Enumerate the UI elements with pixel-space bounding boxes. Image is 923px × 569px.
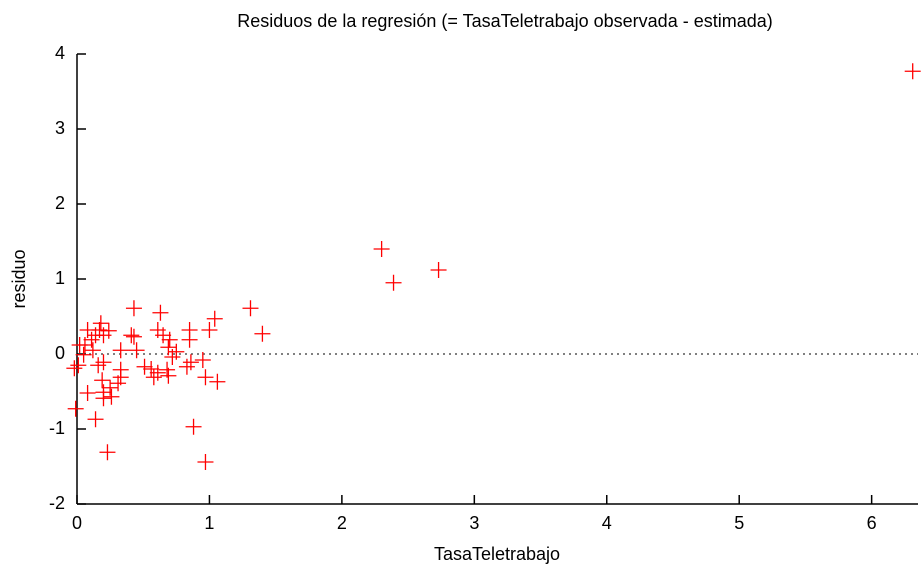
point	[206, 310, 223, 327]
point	[95, 390, 112, 407]
point	[102, 379, 119, 396]
point	[112, 369, 129, 386]
point	[194, 352, 211, 368]
point	[181, 331, 198, 348]
point	[201, 322, 218, 338]
point	[161, 331, 178, 348]
point	[103, 388, 120, 405]
point	[254, 325, 271, 342]
point	[70, 357, 87, 374]
point	[185, 418, 202, 435]
point	[136, 358, 153, 375]
point	[385, 274, 402, 291]
point	[84, 342, 101, 359]
point	[143, 361, 160, 377]
y-tick-label: 4	[55, 43, 65, 63]
x-tick-label: 2	[337, 513, 347, 533]
point	[128, 342, 145, 359]
point	[75, 346, 92, 363]
x-tick-label: 3	[469, 513, 479, 533]
point	[178, 358, 195, 375]
point	[99, 444, 116, 461]
x-tick-label: 1	[204, 513, 214, 533]
point	[123, 327, 140, 344]
point	[87, 411, 104, 428]
y-tick-label: 1	[55, 268, 65, 288]
point	[92, 315, 109, 332]
point	[197, 369, 214, 386]
point	[149, 364, 166, 381]
point	[182, 354, 199, 371]
y-tick-label: 0	[55, 343, 65, 363]
point	[160, 339, 177, 356]
point	[71, 337, 88, 353]
x-tick-label: 0	[72, 513, 82, 533]
point	[87, 327, 104, 344]
y-axis-label: residuo	[9, 249, 29, 308]
x-tick-label: 6	[867, 513, 877, 533]
point	[79, 385, 96, 401]
x-tick-label: 5	[734, 513, 744, 533]
point	[242, 300, 259, 317]
point	[168, 343, 185, 360]
point	[145, 369, 162, 386]
point	[373, 241, 390, 257]
point	[110, 375, 127, 392]
chart-title: Residuos de la regresión (= TasaTeletrab…	[237, 11, 772, 31]
point	[112, 342, 129, 359]
point	[197, 454, 214, 470]
y-tick-label: 3	[55, 118, 65, 138]
point	[160, 367, 177, 384]
y-tick-label: -1	[49, 418, 65, 438]
y-tick-label: 2	[55, 193, 65, 213]
point	[152, 304, 169, 321]
point	[159, 361, 176, 378]
point	[209, 373, 226, 390]
point	[155, 327, 172, 344]
point	[66, 360, 83, 377]
point	[94, 372, 111, 389]
x-axis-label: TasaTeletrabajo	[434, 544, 560, 564]
point	[430, 262, 447, 278]
point	[125, 300, 142, 317]
point	[90, 357, 107, 374]
point	[125, 328, 142, 345]
x-tick-label: 4	[602, 513, 612, 533]
point	[904, 63, 921, 80]
y-tick-label: -2	[49, 493, 65, 513]
point	[67, 400, 84, 417]
